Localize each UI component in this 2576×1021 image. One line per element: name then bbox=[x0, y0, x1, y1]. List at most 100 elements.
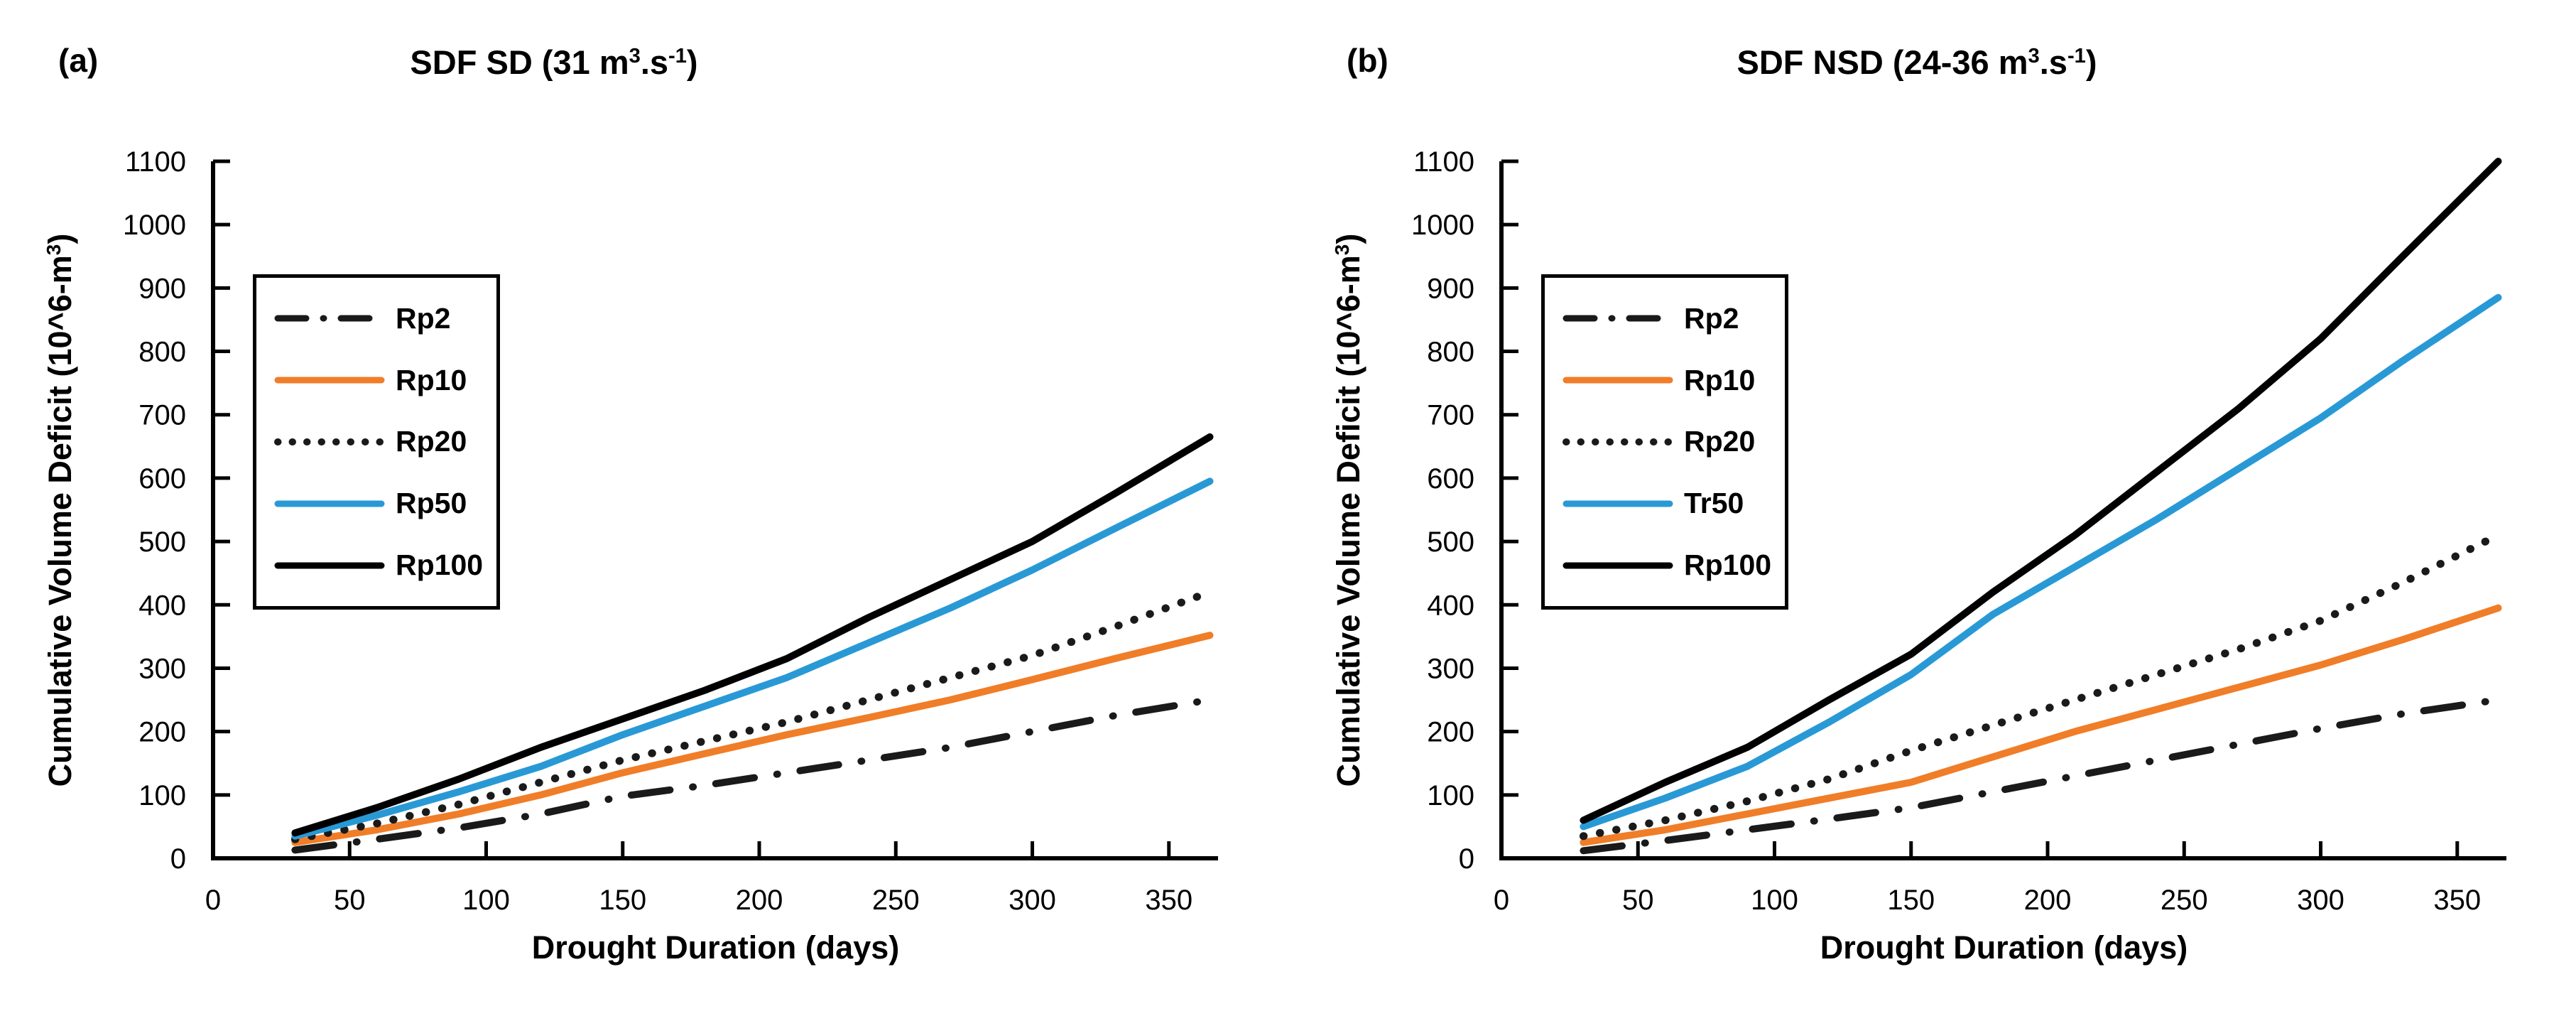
x-tick-label: 0 bbox=[1494, 885, 1509, 916]
series-line-Rp20 bbox=[1579, 531, 2502, 841]
x-axis-title: Drought Duration (days) bbox=[1820, 929, 2188, 966]
series-line-Rp100 bbox=[1580, 158, 2502, 824]
title-superscript: -1 bbox=[668, 44, 687, 67]
x-tick-label: 250 bbox=[2161, 885, 2208, 916]
x-tick-label: 350 bbox=[2433, 885, 2481, 916]
legend-box: Rp2 Rp10 Rp20 Rp50 Rp100 bbox=[253, 274, 500, 610]
legend-label: Rp2 bbox=[396, 301, 451, 335]
series-line-Rp2 bbox=[291, 696, 1214, 854]
legend-line-sample bbox=[1563, 562, 1673, 569]
y-tick-label: 1100 bbox=[1413, 146, 1474, 178]
legend-line-sample bbox=[274, 315, 385, 322]
legend-item-Rp50: Rp50 bbox=[273, 487, 492, 520]
panel-a-title: SDF SD (31 m3.s-1) bbox=[410, 43, 697, 82]
legend-item-Rp10: Rp10 bbox=[1562, 364, 1781, 397]
y-tick-label: 1000 bbox=[123, 210, 186, 241]
line-chart-b: 0 100 200 300 400 500 600 700 800 900 1000 1100 0 50 1… bbox=[1411, 146, 2506, 916]
x-tick-label: 100 bbox=[1751, 885, 1798, 916]
y-tick-label: 700 bbox=[1427, 400, 1474, 431]
y-tick-label: 200 bbox=[1427, 717, 1474, 748]
legend-label: Rp20 bbox=[396, 425, 467, 458]
series-line-Rp50 bbox=[291, 477, 1214, 840]
x-tick-label: 150 bbox=[599, 885, 646, 916]
legend-label: Rp20 bbox=[1684, 425, 1756, 458]
series-line-Rp2 bbox=[1580, 696, 2502, 855]
x-tick-label: 300 bbox=[1009, 885, 1056, 916]
x-tick-label: 350 bbox=[1145, 885, 1192, 916]
legend-label: Rp100 bbox=[396, 549, 484, 582]
x-axis-title: Drought Duration (days) bbox=[531, 929, 900, 966]
legend-line-sample bbox=[274, 500, 385, 507]
y-tick-label: 300 bbox=[1427, 653, 1474, 684]
y-tick-label: 400 bbox=[1427, 590, 1474, 621]
y-tick-label: 200 bbox=[138, 717, 186, 748]
title-text: ) bbox=[686, 43, 698, 81]
legend-label: Rp10 bbox=[396, 363, 467, 396]
y-tick-label: 900 bbox=[1427, 273, 1474, 304]
title-text: .s bbox=[640, 43, 669, 81]
legend-item-Tr50: Tr50 bbox=[1562, 487, 1781, 520]
legend-item-Rp2: Rp2 bbox=[273, 302, 492, 335]
title-superscript: 3 bbox=[2028, 44, 2040, 67]
title-text: SDF SD (31 m bbox=[410, 43, 629, 81]
title-text: SDF NSD (24-36 m bbox=[1737, 43, 2028, 81]
x-tick-label: 250 bbox=[872, 885, 920, 916]
y-tick-label: 400 bbox=[138, 590, 186, 621]
y-tick-label: 0 bbox=[170, 843, 186, 875]
y-tick-label: 1100 bbox=[125, 146, 186, 178]
series-line-Rp10 bbox=[1580, 604, 2502, 846]
x-tick-label: 150 bbox=[1887, 885, 1935, 916]
line-chart-a: 0 100 200 300 400 500 600 700 800 900 1000 1100 0 50 1… bbox=[123, 146, 1218, 916]
legend-label: Rp10 bbox=[1684, 363, 1756, 396]
x-tick-label: 50 bbox=[1622, 885, 1654, 916]
legend-label: Rp50 bbox=[396, 487, 467, 520]
y-tick-label: 600 bbox=[1427, 463, 1474, 495]
title-superscript: 3 bbox=[629, 44, 641, 67]
y-tick-label: 1000 bbox=[1411, 210, 1474, 241]
panel-b-title: SDF NSD (24-36 m3.s-1) bbox=[1737, 43, 2097, 82]
title-superscript: -1 bbox=[2067, 44, 2086, 67]
y-tick-label: 600 bbox=[138, 463, 186, 495]
panel-a-tag: (a) bbox=[58, 42, 99, 79]
legend-label: Rp100 bbox=[1684, 549, 1772, 582]
legend-box: Rp2 Rp10 Rp20 Tr50 Rp100 bbox=[1541, 274, 1788, 610]
title-text: .s bbox=[2039, 43, 2067, 81]
y-tick-label: 800 bbox=[1427, 337, 1474, 368]
legend-item-Rp10: Rp10 bbox=[273, 364, 492, 397]
panel-b: (b) SDF NSD (24-36 m3.s-1) Cumulative Vo… bbox=[1288, 0, 2576, 1021]
x-tick-label: 200 bbox=[736, 885, 783, 916]
series-line-Rp20 bbox=[290, 588, 1214, 843]
y-tick-label: 500 bbox=[138, 526, 186, 558]
series-line-Tr50 bbox=[1580, 293, 2502, 831]
legend-label: Tr50 bbox=[1684, 487, 1744, 520]
series-line-Rp10 bbox=[291, 632, 1214, 846]
y-tick-label: 900 bbox=[138, 273, 186, 304]
x-tick-label: 0 bbox=[205, 885, 221, 916]
x-tick-label: 300 bbox=[2297, 885, 2344, 916]
y-tick-label: 700 bbox=[138, 400, 186, 431]
y-tick-label: 0 bbox=[1459, 843, 1474, 875]
legend-label: Rp2 bbox=[1684, 301, 1739, 335]
legend-item-Rp100: Rp100 bbox=[1562, 549, 1781, 582]
legend-line-sample bbox=[1563, 500, 1673, 507]
y-tick-label: 100 bbox=[1427, 780, 1474, 811]
y-tick-label: 500 bbox=[1427, 526, 1474, 558]
panel-b-tag: (b) bbox=[1347, 42, 1388, 79]
legend-line-sample bbox=[1563, 377, 1673, 384]
panel-a: (a) SDF SD (31 m3.s-1) Cumulative Volume… bbox=[42, 42, 1218, 966]
x-tick-label: 200 bbox=[2024, 885, 2072, 916]
legend-line-sample bbox=[1563, 315, 1673, 322]
y-tick-label: 100 bbox=[138, 780, 186, 811]
title-text: ) bbox=[2085, 43, 2097, 81]
x-tick-label: 100 bbox=[462, 885, 510, 916]
legend-line-sample bbox=[274, 377, 385, 384]
legend-line-sample bbox=[274, 562, 385, 569]
y-tick-label: 300 bbox=[138, 653, 186, 684]
legend-line-sample bbox=[1563, 438, 1673, 445]
legend-item-Rp20: Rp20 bbox=[1562, 425, 1781, 458]
legend-line-sample bbox=[274, 438, 385, 445]
series-line-Rp100 bbox=[291, 433, 1214, 837]
legend-item-Rp100: Rp100 bbox=[273, 549, 492, 582]
legend-item-Rp2: Rp2 bbox=[1562, 302, 1781, 335]
